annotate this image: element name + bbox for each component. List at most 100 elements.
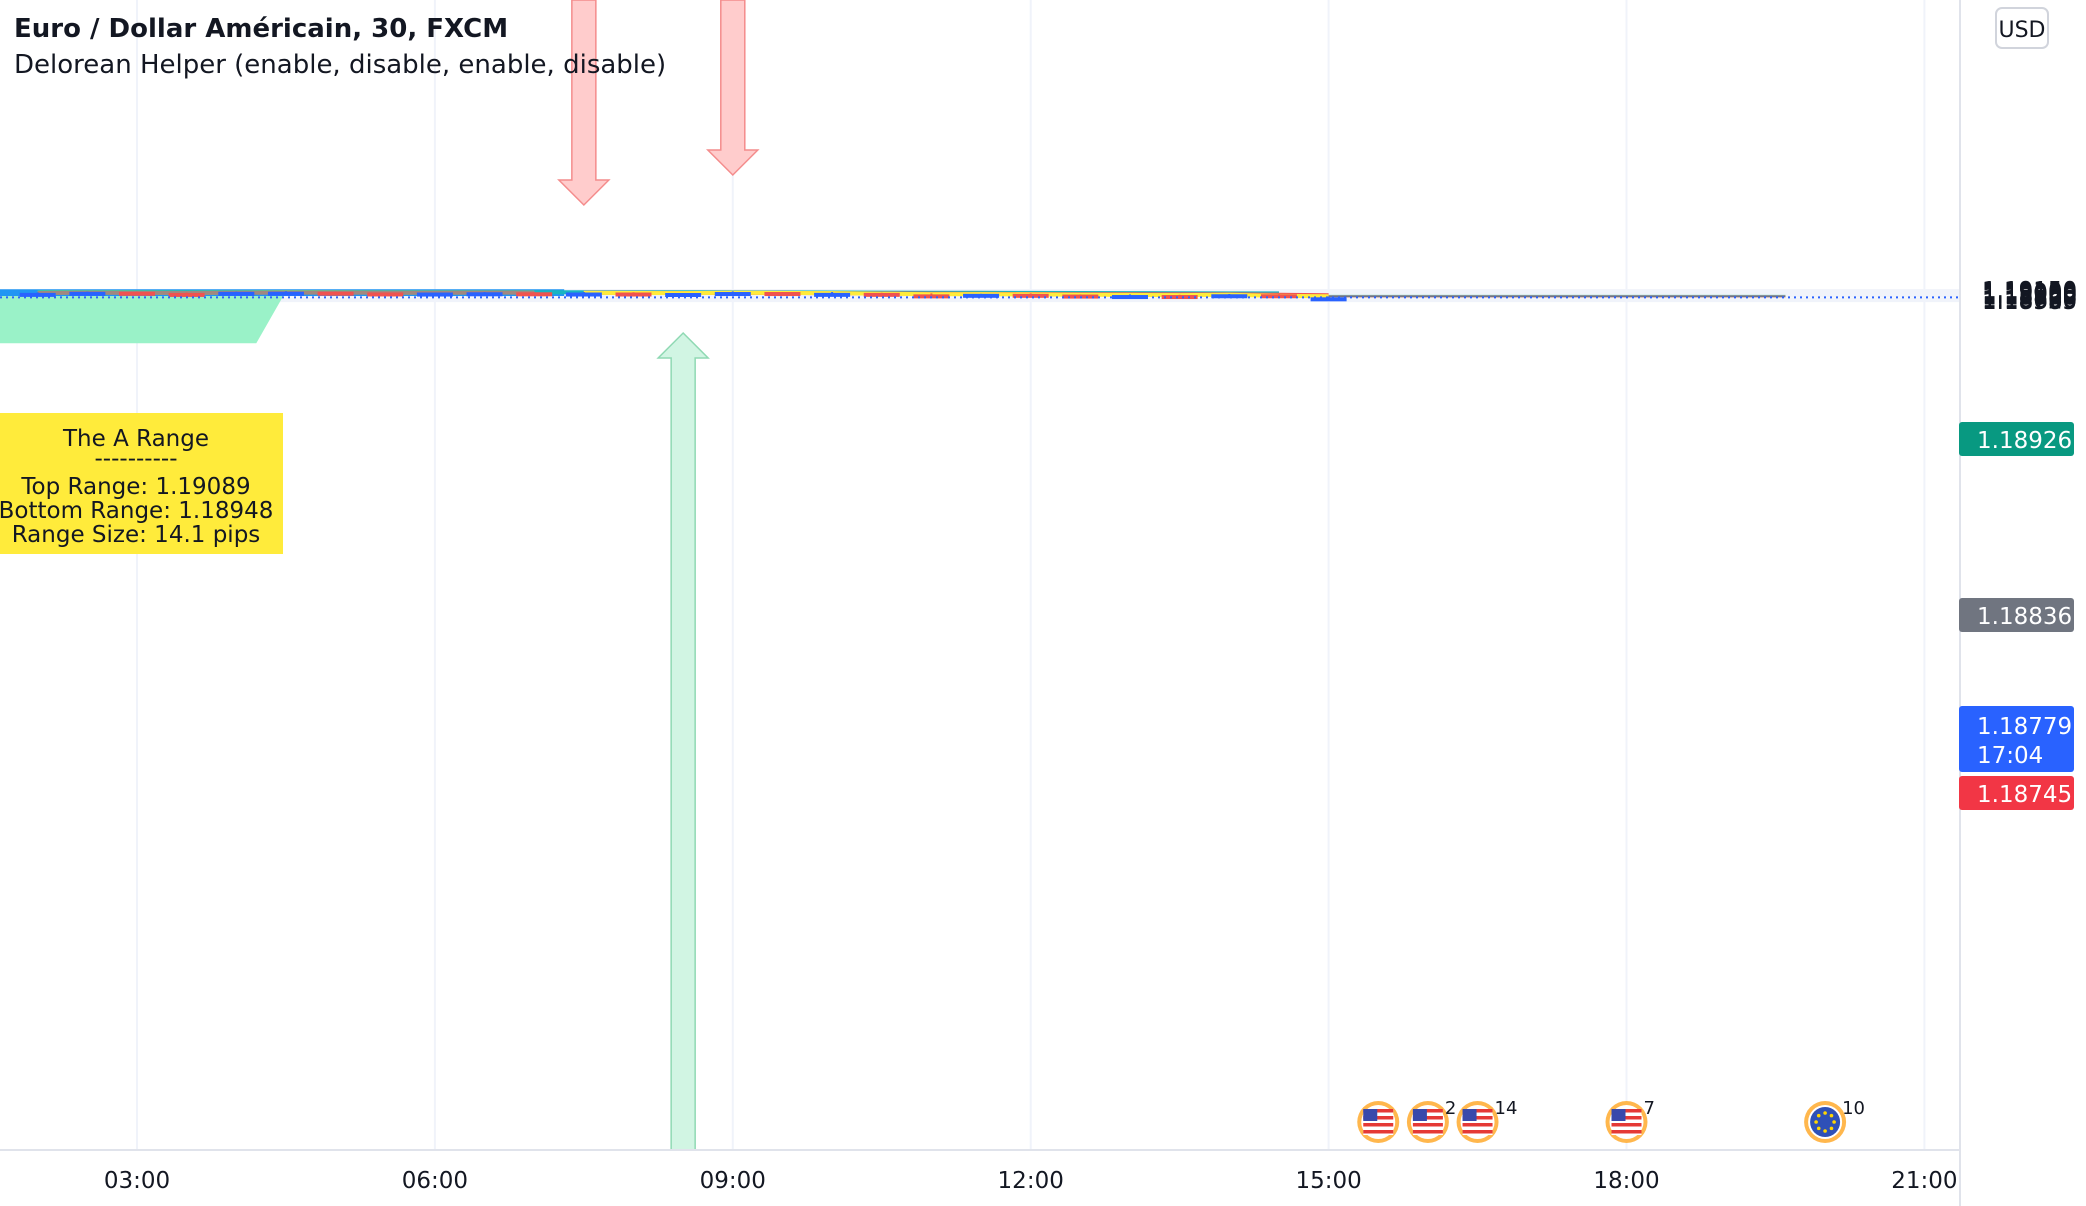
candle-body [714,292,751,297]
eu-star [1823,1129,1827,1133]
us-canton [1611,1109,1626,1121]
event-marker[interactable]: 7 [1605,1098,1655,1143]
candle-body [665,293,702,297]
price-tick-label: 1.18620 [1982,288,2077,314]
candle-body [963,293,1000,298]
candle [168,292,205,297]
price-tick-label: 1.18660 [1982,288,2077,314]
candle-body [19,292,56,297]
price-tags: 1.18926 1.18836 1.18745 1.18779 17:04 [1959,422,2074,810]
grid [0,0,1960,1150]
range-label: The A Range ---------- Top Range: 1.1908… [0,413,283,554]
countdown-text: 17:04 [1977,743,2043,769]
eu-star [1832,1120,1836,1124]
us-stripe [1412,1123,1443,1127]
event-marker[interactable] [1357,1101,1400,1143]
eu-star [1816,1113,1821,1118]
us-stripe [1611,1130,1642,1134]
us-stripe [1412,1116,1443,1120]
us-stripe [1611,1116,1642,1120]
candle [714,291,751,297]
eu-star [1829,1113,1834,1118]
candle [367,292,404,297]
us-flag-icon [1363,1109,1394,1135]
candle [267,291,304,296]
candle [1012,293,1049,298]
us-flag-icon [1412,1109,1443,1135]
event-count: 10 [1842,1098,1865,1119]
candle-body [218,291,255,296]
price-tick-label: 1.19150 [1982,278,2077,304]
candle-body [764,292,801,297]
us-stripe [1363,1130,1394,1134]
entry-price-tag: 1.18836 [1959,598,2074,632]
sell-signal-arrow [705,0,760,177]
candle [1310,296,1347,302]
event-marker[interactable]: 10 [1804,1098,1865,1143]
us-flag-icon [1462,1109,1493,1135]
event-marker[interactable]: 2 [1406,1098,1456,1143]
indicator-legend[interactable]: Delorean Helper (enable, disable, enable… [14,50,667,80]
candle-body [1211,294,1248,299]
candle [416,292,453,297]
price-tick-label: 1.19000 [1982,281,2077,307]
time-tick-label: 03:00 [104,1168,170,1194]
currency-badge[interactable]: USD [1995,7,2049,49]
price-tick-label: 1.18900 [1982,283,2077,309]
us-canton [1462,1109,1477,1121]
event-marker[interactable]: 14 [1456,1098,1518,1143]
candle-body [615,292,652,297]
candle [814,292,851,297]
candle [764,291,801,297]
price-tick-label: 1.19100 [1982,279,2077,305]
eu-star [1816,1126,1821,1131]
candle-body [1260,294,1297,299]
event-count: 7 [1644,1098,1655,1119]
buy-signal-arrow [656,331,710,1151]
time-tick-label: 09:00 [700,1168,766,1194]
us-stripe [1363,1116,1394,1120]
us-stripe [1611,1109,1642,1113]
price-tick-label: 1.18700 [1982,287,2077,313]
candle [1161,294,1198,300]
stop-price-tag-text: 1.18745 [1977,782,2072,808]
eu-star [1829,1126,1834,1131]
position-zones[interactable] [1308,294,1786,298]
ema-signal-line [583,290,1329,299]
candle-body [367,292,404,297]
candle-body [516,292,553,297]
target-price-tag-text: 1.18926 [1977,428,2072,454]
candle-body [119,291,155,296]
candle-body [317,291,354,296]
candle [665,293,702,297]
signal-arrows [557,0,760,1151]
last-price-tag-text: 1.18779 [1977,714,2072,740]
candle-body [1161,295,1198,300]
candle [863,292,900,297]
range-label-background [0,413,283,554]
candle-body [814,292,851,297]
time-tick-label: 18:00 [1593,1168,1659,1194]
currency-label: USD [1998,18,2045,43]
us-canton [1412,1109,1427,1121]
economic-events[interactable]: 2 14 7 10 [1357,1098,1865,1143]
candle [1112,294,1148,300]
candle-body [565,292,602,297]
range-label-bottom: Bottom Range: 1.18948 [0,498,273,524]
event-count: 2 [1445,1098,1456,1119]
candle-body [1012,293,1049,298]
candle [516,292,553,297]
candle [466,292,503,297]
us-stripe [1462,1116,1493,1120]
range-label-title: The A Range [62,426,209,452]
us-flag-icon [1611,1109,1642,1135]
time-tick-label: 06:00 [402,1168,468,1194]
us-stripe [1462,1109,1493,1113]
range-label-top: Top Range: 1.19089 [20,474,250,500]
price-tick-label: 1.18950 [1982,282,2077,308]
time-axis[interactable]: 03:00 06:00 09:00 12:00 15:00 18:00 21:00 [0,1149,1960,1194]
candle [615,292,652,297]
price-axis[interactable]: 1.191501.191001.190501.190001.189501.189… [1959,0,2077,1206]
candle [963,293,1000,298]
